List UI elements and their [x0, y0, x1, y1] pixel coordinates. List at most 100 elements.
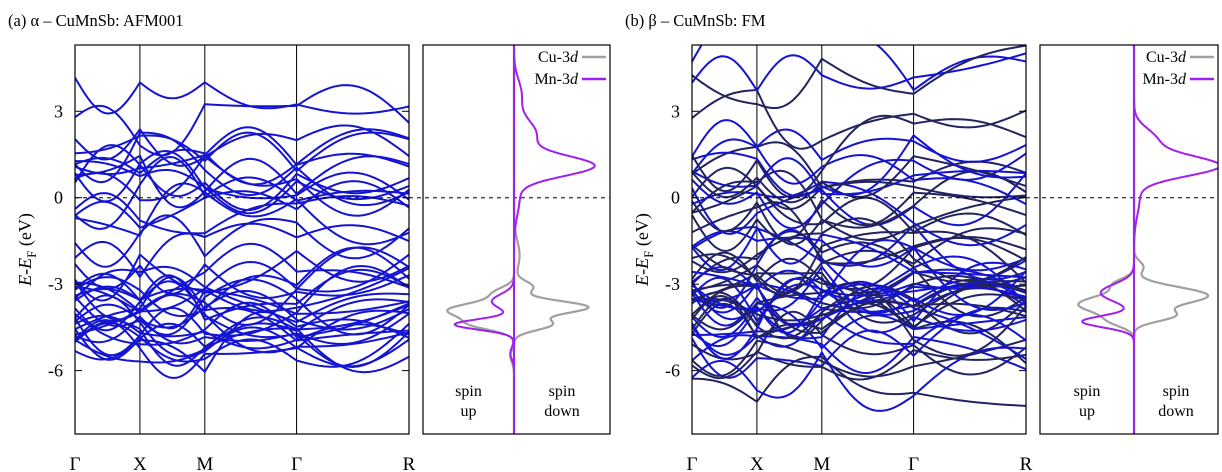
band-line	[75, 77, 409, 115]
band-line	[692, 226, 1026, 279]
kpoint-label: Γ	[70, 454, 81, 472]
legend-text-italic: d	[1178, 49, 1187, 66]
ylabel-main: E-E	[15, 258, 35, 287]
panel-b: (b) β – CuMnSb: FM Γ X M Γ R 3 0 -3 -6 E-EF (eV) Cu…	[625, 11, 1219, 472]
kpoint-label: R	[403, 454, 416, 472]
kpoint-label: M	[813, 454, 830, 472]
kpoint-label: X	[750, 454, 764, 472]
legend-text-italic: d	[1178, 71, 1187, 88]
spin-up-label: up	[461, 403, 477, 420]
band-line	[75, 128, 409, 186]
kpoint-label: X	[133, 454, 147, 472]
spin-down-label: spin	[549, 383, 576, 400]
spin-up-label: spin	[455, 383, 482, 400]
legend-label-cu: Cu-3d	[538, 49, 579, 66]
legend-label-mn: Mn-3d	[534, 71, 579, 88]
y-tick-label: -6	[665, 361, 680, 381]
band-line	[75, 310, 409, 374]
y-axis-label: E-EF (eV)	[632, 213, 656, 287]
band-line	[692, 282, 1026, 357]
mn-3d-spin-up-curve	[1080, 45, 1135, 434]
band-line	[692, 310, 1026, 376]
band-line	[692, 141, 1026, 199]
band-line	[692, 277, 1026, 360]
mn-3d-spin-down-curve	[513, 45, 596, 434]
band-line	[75, 155, 409, 230]
legend-text: Cu-3	[1146, 49, 1178, 66]
y-tick-label: -6	[48, 361, 63, 381]
legend-label-cu: Cu-3d	[1146, 49, 1187, 66]
band-line	[75, 262, 409, 300]
ylabel-unit: (eV)	[15, 213, 36, 250]
band-line	[75, 124, 409, 167]
panel-title: (b) β – CuMnSb: FM	[625, 11, 766, 30]
band-line	[692, 138, 1026, 205]
legend-text: Mn-3	[534, 71, 570, 88]
band-line	[692, 284, 1026, 334]
y-tick-label: 3	[671, 101, 680, 121]
cu-3d-spin-down-curve	[1132, 45, 1210, 434]
dos-curves	[446, 45, 596, 434]
cu-3d-spin-up-curve	[1077, 45, 1136, 434]
band-line	[75, 160, 409, 215]
panel-a: (a) α – CuMnSb: AFM001 Γ X M Γ R 3 0 -3 -6 E-EF (e…	[8, 11, 611, 472]
ylabel-sub: F	[641, 251, 656, 258]
dos-curves	[1077, 45, 1218, 434]
band-line	[75, 298, 409, 361]
spin-down-label: spin	[1163, 383, 1190, 400]
mn-3d-spin-down-curve	[1133, 45, 1218, 434]
band-line	[692, 239, 1026, 327]
spin-up-label: spin	[1074, 383, 1101, 400]
band-line	[692, 349, 1026, 381]
band-line	[692, 355, 1026, 407]
cu-3d-spin-down-curve	[512, 45, 590, 434]
band-line	[692, 236, 1026, 294]
ylabel-sub: F	[24, 251, 39, 258]
kpoint-label: Γ	[291, 454, 302, 472]
legend-text: Cu-3	[538, 49, 570, 66]
legend-text: Mn-3	[1142, 71, 1178, 88]
y-tick-label: 0	[54, 188, 63, 208]
band-line	[692, 155, 1026, 204]
spin-up-label: up	[1079, 403, 1095, 420]
legend-text-italic: d	[570, 71, 579, 88]
spin-down-label: down	[544, 403, 580, 420]
band-line	[692, 52, 1026, 93]
legend-label-mn: Mn-3d	[1142, 71, 1187, 88]
band-line	[75, 149, 409, 203]
band-line	[692, 169, 1026, 242]
band-line	[75, 131, 409, 173]
panel-title: (a) α – CuMnSb: AFM001	[8, 11, 184, 30]
dos-frame	[1039, 44, 1219, 435]
y-tick-label: 3	[54, 101, 63, 121]
band-line	[692, 334, 1026, 375]
band-line	[692, 271, 1026, 324]
band-line	[75, 312, 409, 346]
cu-3d-spin-up-curve	[446, 45, 516, 434]
band-line	[692, 346, 1026, 412]
band-line	[692, 302, 1026, 350]
band-line	[75, 314, 409, 350]
ylabel-unit: (eV)	[632, 213, 653, 250]
band-line	[75, 214, 409, 268]
y-tick-label: -3	[48, 274, 63, 294]
legend-text-italic: d	[570, 49, 579, 66]
y-tick-label: 0	[671, 188, 680, 208]
band-frame	[691, 44, 1027, 435]
band-line	[75, 278, 409, 336]
band-line	[692, 88, 1026, 150]
band-line	[75, 144, 409, 211]
spin-down-label: down	[1158, 403, 1194, 420]
kpoint-label: M	[196, 454, 213, 472]
band-line	[75, 253, 409, 313]
band-line	[75, 275, 409, 342]
kpoint-label: Γ	[908, 454, 919, 472]
band-curves	[75, 77, 409, 379]
band-line	[692, 287, 1026, 360]
band-line	[692, 230, 1026, 296]
band-line	[692, 228, 1026, 309]
kpoint-label: R	[1020, 454, 1033, 472]
